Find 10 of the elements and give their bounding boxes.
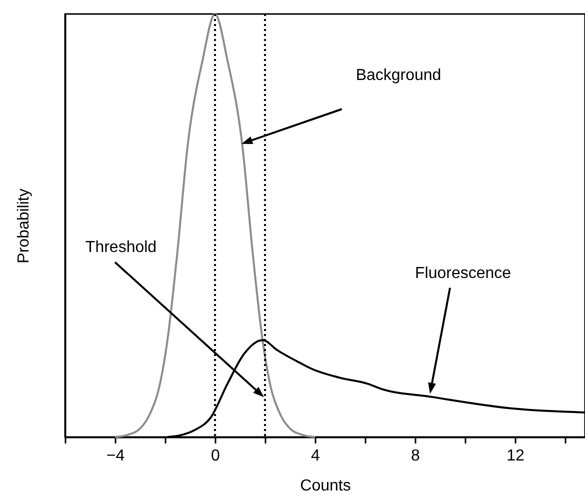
x-tick-label: 0 bbox=[211, 448, 220, 464]
x-axis-title: Counts bbox=[300, 478, 351, 494]
annotation: Background bbox=[356, 66, 442, 84]
x-tick-label: −4 bbox=[106, 448, 125, 464]
ref-line-label: Threshold bbox=[85, 239, 157, 256]
x-tick-label: 12 bbox=[506, 448, 524, 464]
x-tick-label: 8 bbox=[411, 448, 420, 464]
y-axis-title: Probability bbox=[16, 188, 32, 264]
x-tick-label: 4 bbox=[311, 448, 320, 464]
annotation: Fluorescence bbox=[414, 264, 512, 282]
